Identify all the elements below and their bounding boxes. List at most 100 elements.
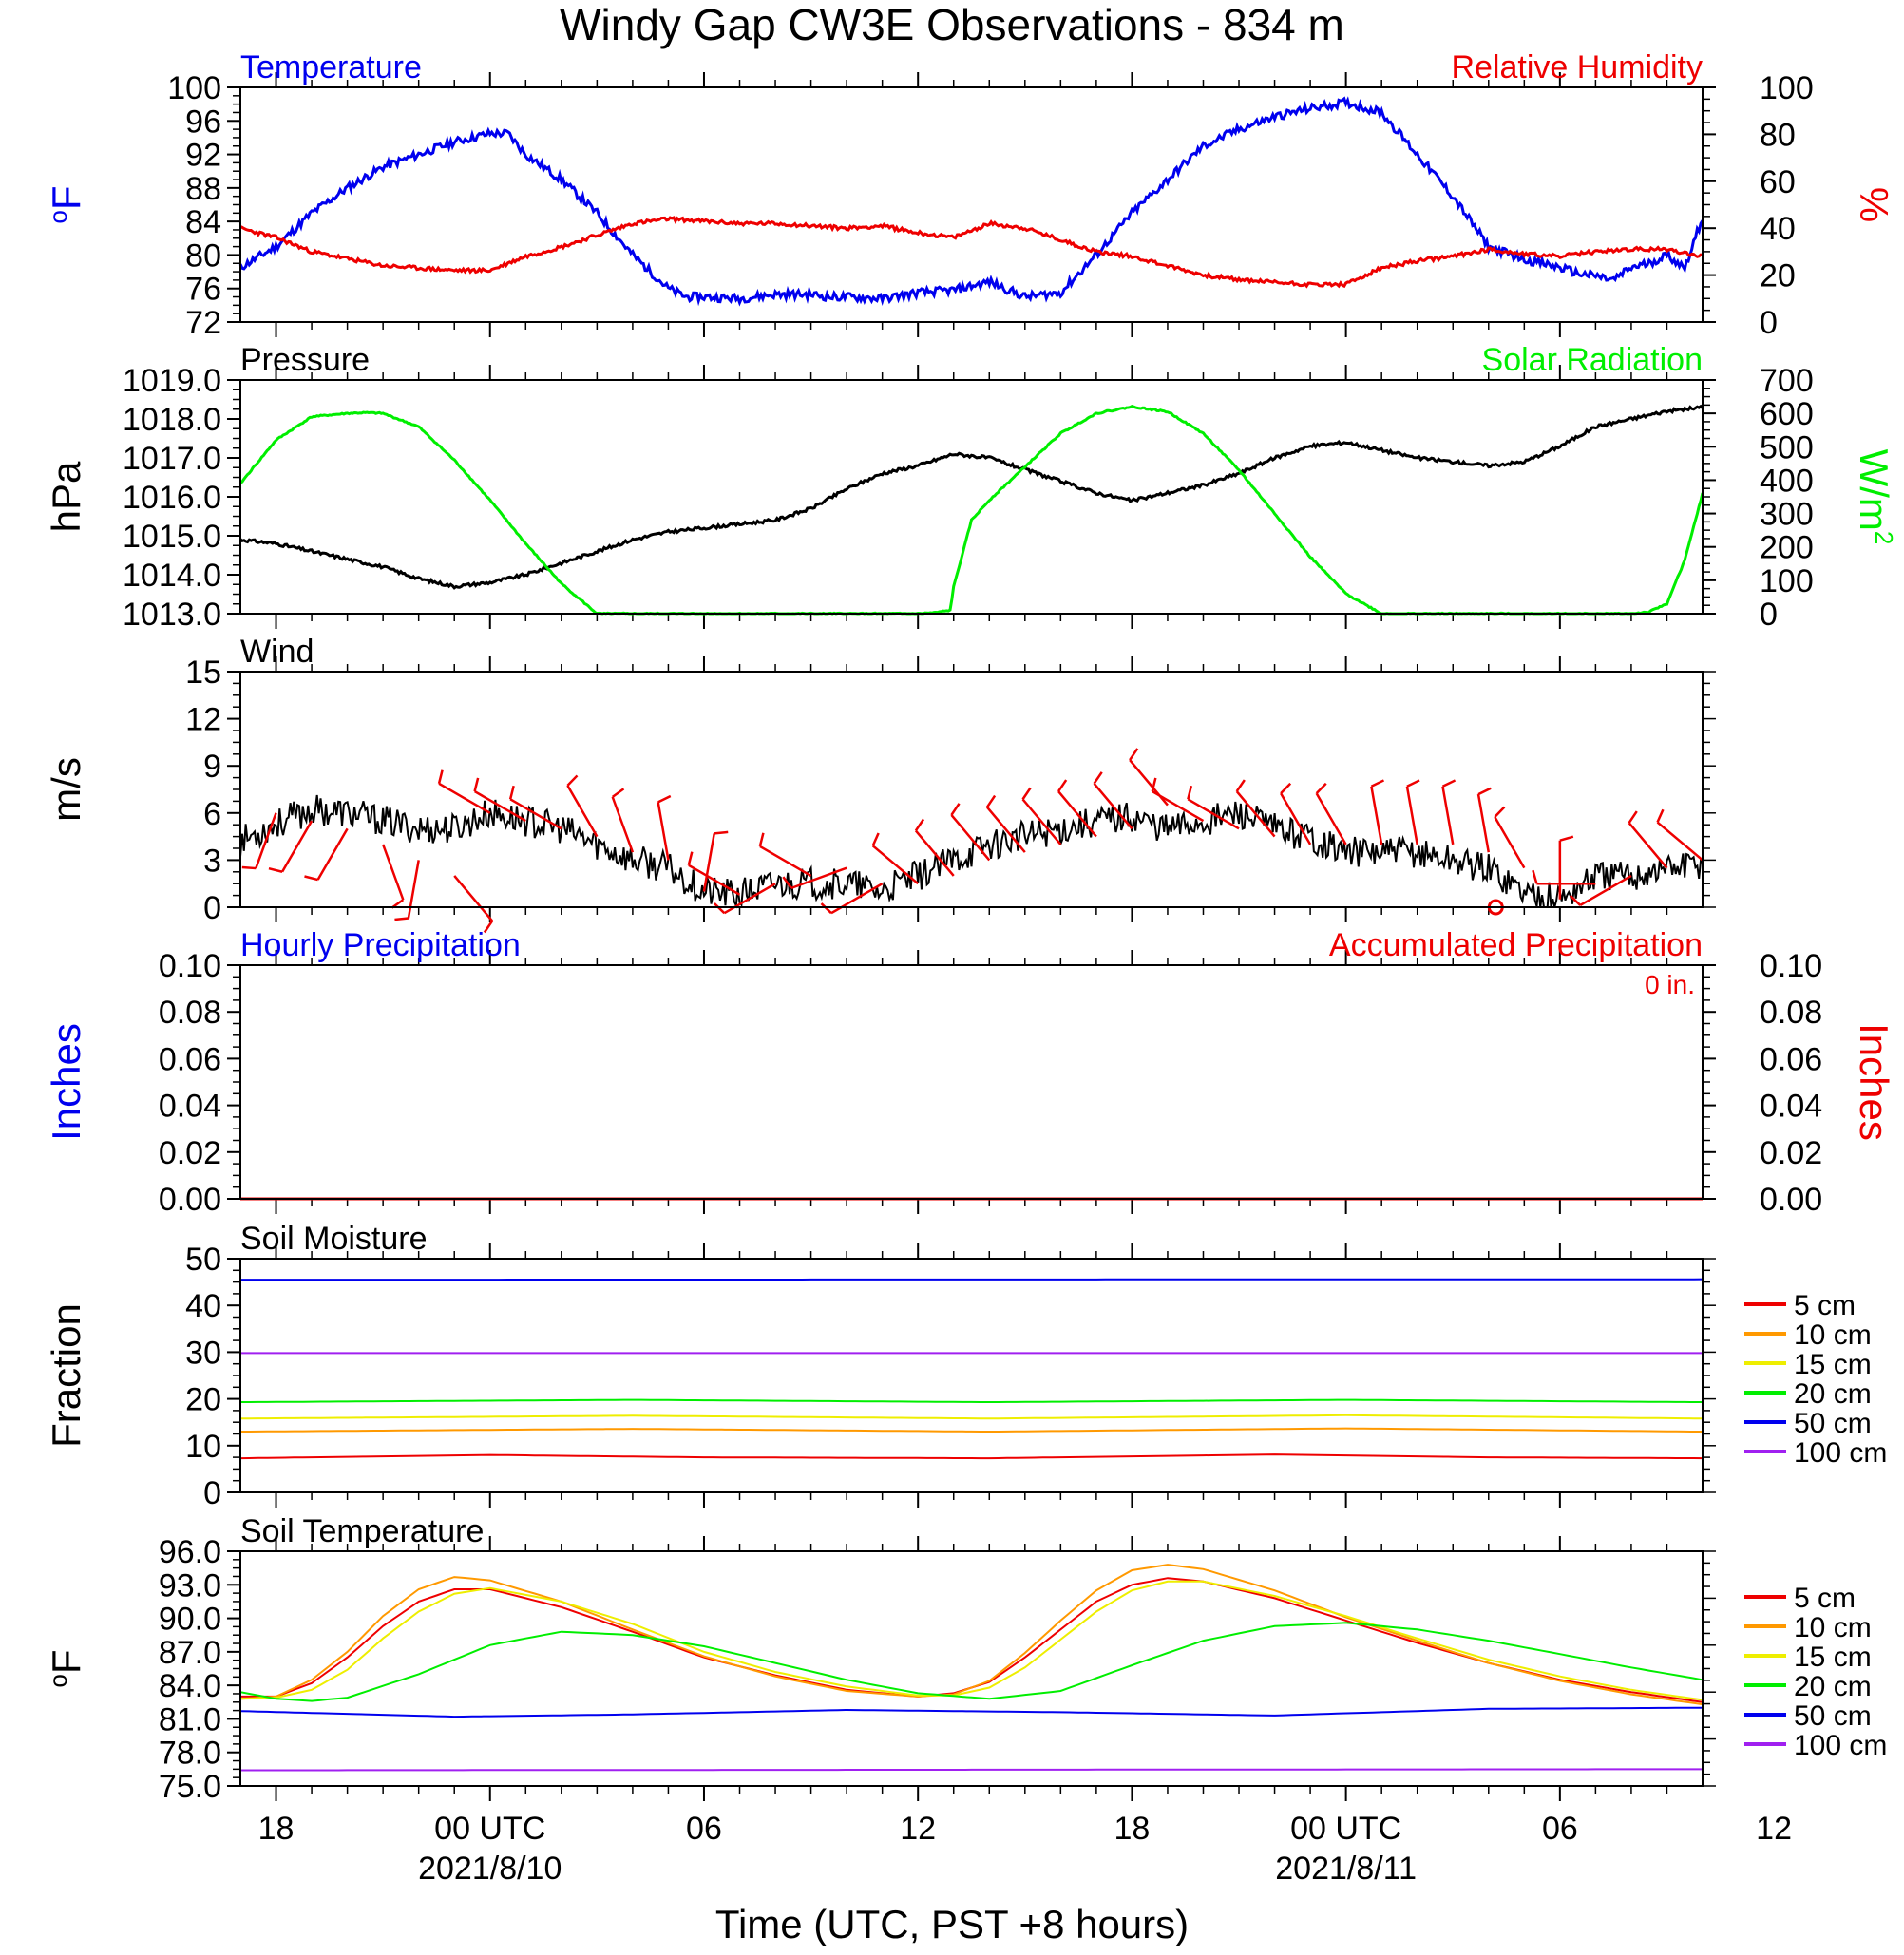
left-tick-label: 3 [203,843,221,879]
right-axis-label: Inches [1852,1023,1896,1141]
date-label: 2021/8/11 [1275,1851,1417,1887]
wind-barb-staff [407,860,420,919]
wind-barb-flag [714,830,729,835]
legend-label: 5 cm [1794,1290,1856,1321]
right-tick-label: 0.02 [1760,1135,1822,1171]
wind-barb-staff [1494,816,1526,869]
wind-barb-flag [566,774,579,787]
left-tick-label: 0.10 [159,948,221,984]
left-tick-label: 96.0 [159,1534,221,1570]
wind-barb-staff [1441,786,1455,845]
right-tick-label: 0 [1760,597,1778,633]
left-tick-label: 90.0 [159,1602,221,1638]
wind-barb-flag [1569,894,1582,906]
panel-left-title: Wind [240,634,314,670]
wind-barb-staff [759,845,812,878]
data-series-line [239,1564,1704,1706]
right-axis-label: % [1852,187,1896,222]
right-tick-label: 0.04 [1760,1089,1822,1125]
wind-barb-flag [304,875,318,882]
panel-frame [239,86,1704,323]
panel-right-title: Solar Radiation [1482,342,1703,378]
wind-barb-staff [830,883,884,915]
wind-barb-flag [1021,787,1032,801]
left-tick-label: 9 [203,749,221,785]
wind-barb-flag [437,769,444,785]
wind-barb-staff [509,798,562,830]
wind-barb-staff [1280,792,1312,845]
time-tick-label: 00 UTC [434,1811,545,1847]
legend-label: 20 cm [1794,1378,1872,1410]
wind-barb-staff [1152,789,1205,823]
date-label: 2021/8/10 [418,1851,562,1887]
wind-barb-flag [914,818,925,832]
left-axis-label: hPa [44,461,88,532]
left-tick-label: 75.0 [159,1769,221,1805]
legend-label: 15 cm [1794,1642,1872,1673]
wind-barb-staff [871,845,919,885]
wind-barb-flag [611,788,625,798]
panel-left-title: Pressure [240,342,370,378]
legend-label: 15 cm [1794,1349,1872,1380]
wind-barb-flag [1057,779,1068,792]
chart-title: Windy Gap CW3E Observations - 834 m [560,0,1344,49]
wind-barb-staff [280,820,314,873]
wind-barb-flag [241,865,257,870]
right-axis-label: W/m2 [1852,449,1898,545]
x-axis: 18 00 UTC 06 12 18 00 UTC 06 12 2021/8/10 2021/8/… [258,1811,1792,1887]
left-tick-label: 92 [185,138,221,174]
left-tick-label: 84.0 [159,1668,221,1704]
right-tick-label: 700 [1760,363,1814,399]
wind-barb-staff [1476,793,1491,853]
wind-barb-flag [950,803,961,816]
left-tick-label: 0.00 [159,1182,221,1218]
wind-barb-staff [473,789,526,823]
right-tick-label: 0.00 [1760,1182,1822,1218]
panel-frame [239,671,1704,908]
wind-barb-flag [820,902,832,915]
left-tick-label: 1015.0 [123,519,221,555]
wind-barb-flag [782,876,792,889]
accumulated-total: 0 in. [1645,970,1695,999]
wind-barb-staff [1370,786,1383,845]
left-tick-label: 30 [185,1335,221,1371]
left-axis-label: Fraction [44,1303,88,1448]
left-tick-label: 1019.0 [123,363,221,399]
right-tick-label: 400 [1760,463,1814,499]
left-tick-label: 88 [185,171,221,207]
wind-barb-staff [950,814,991,862]
data-series-line [239,1453,1704,1460]
wind-barb-flag [871,832,880,846]
right-tick-label: 40 [1760,211,1796,247]
right-tick-label: 500 [1760,429,1814,465]
wind-barb-staff [381,844,405,901]
series-group [239,1278,1704,1460]
left-tick-label: 6 [203,796,221,832]
right-tick-label: 100 [1760,563,1814,599]
wind-barb-flag [657,794,672,804]
wind-barb-flag [714,902,726,915]
panel-temp_rh: 72768084889296100020406080100Temperature… [44,49,1896,341]
right-tick-label: 60 [1760,164,1796,200]
left-tick-label: 50 [185,1242,221,1278]
wind-barbs [241,748,1704,934]
right-tick-label: 100 [1760,70,1814,106]
wind-barb-flag [985,794,997,808]
data-series-line [239,1580,1704,1701]
wind-barb-flag [473,777,480,792]
left-tick-label: 12 [185,702,221,738]
left-axis-label: Inches [44,1023,88,1141]
left-tick-label: 80 [185,237,221,274]
wind-barb-flag [1656,808,1665,824]
panel-wind: 0 3 6 9 12 15 Wind m/s [44,634,1716,934]
wind-barb-flag [1370,779,1385,788]
wind-barb-staff [611,796,635,853]
data-series-line [239,1706,1703,1718]
data-series-line [238,96,1704,307]
wind-barb-staff [1093,783,1133,830]
wind-barb-staff [438,782,491,814]
panel-left-title: Soil Moisture [240,1221,428,1257]
series-group [239,1564,1704,1772]
